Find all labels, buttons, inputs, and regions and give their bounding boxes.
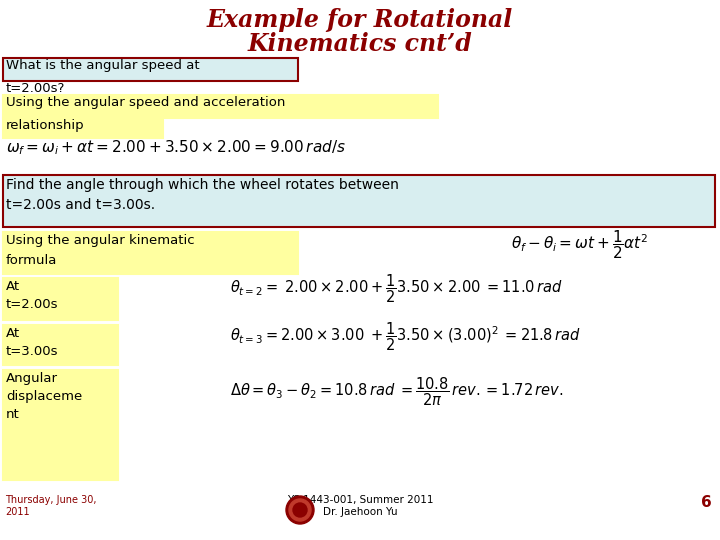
Text: Find the angle through which the wheel rotates between: Find the angle through which the wheel r… bbox=[6, 178, 399, 192]
Text: $\theta_{t=2}= \;2.00\times2.00+\dfrac{1}{2}3.50\times2.00\;=11.0\,rad$: $\theta_{t=2}= \;2.00\times2.00+\dfrac{1… bbox=[230, 272, 563, 305]
Text: At: At bbox=[6, 280, 20, 293]
Text: formula: formula bbox=[6, 254, 58, 267]
Text: Using the angular speed and acceleration: Using the angular speed and acceleration bbox=[6, 96, 285, 109]
Text: Angular: Angular bbox=[6, 372, 58, 385]
Text: Using the angular kinematic: Using the angular kinematic bbox=[6, 234, 194, 247]
Text: YS 1443-001, Summer 2011
Dr. Jaehoon Yu: YS 1443-001, Summer 2011 Dr. Jaehoon Yu bbox=[287, 495, 433, 517]
FancyBboxPatch shape bbox=[3, 278, 118, 320]
Circle shape bbox=[289, 499, 311, 521]
Text: Thursday, June 30,
2011: Thursday, June 30, 2011 bbox=[5, 495, 96, 517]
Text: displaceme: displaceme bbox=[6, 390, 82, 403]
Circle shape bbox=[293, 503, 307, 517]
Text: relationship: relationship bbox=[6, 119, 85, 132]
Text: t=2.00s?: t=2.00s? bbox=[6, 82, 66, 95]
Text: t=3.00s: t=3.00s bbox=[6, 345, 58, 358]
FancyBboxPatch shape bbox=[3, 118, 163, 138]
Text: t=2.00s: t=2.00s bbox=[6, 298, 58, 311]
Text: $\theta_f-\theta_i=\omega t+\dfrac{1}{2}\alpha t^2$: $\theta_f-\theta_i=\omega t+\dfrac{1}{2}… bbox=[511, 228, 649, 261]
Text: Kinematics cnt’d: Kinematics cnt’d bbox=[248, 32, 472, 56]
FancyBboxPatch shape bbox=[3, 58, 298, 81]
Text: $\omega_f = \omega_i + \alpha t$$ = 2.00+3.50\times2.00=9.00\,rad/s$: $\omega_f = \omega_i + \alpha t$$ = 2.00… bbox=[6, 138, 346, 157]
FancyBboxPatch shape bbox=[3, 325, 118, 365]
Text: 6: 6 bbox=[701, 495, 712, 510]
Circle shape bbox=[286, 496, 314, 524]
FancyBboxPatch shape bbox=[3, 95, 438, 118]
Text: Example for Rotational: Example for Rotational bbox=[207, 8, 513, 32]
Text: What is the angular speed at: What is the angular speed at bbox=[6, 59, 199, 72]
Text: $\theta_{t=3}=2.00\times3.00\;+\dfrac{1}{2}3.50\times(3.00)^2\;=21.8\,rad$: $\theta_{t=3}=2.00\times3.00\;+\dfrac{1}… bbox=[230, 320, 581, 353]
Text: $\Delta\theta=\theta_3-\theta_2=10.8\,rad\;=\dfrac{10.8}{2\pi}\,rev.=1.72\,rev.$: $\Delta\theta=\theta_3-\theta_2=10.8\,ra… bbox=[230, 375, 564, 408]
FancyBboxPatch shape bbox=[3, 370, 118, 480]
FancyBboxPatch shape bbox=[3, 232, 298, 274]
FancyBboxPatch shape bbox=[3, 175, 715, 227]
Text: nt: nt bbox=[6, 408, 19, 421]
Text: t=2.00s and t=3.00s.: t=2.00s and t=3.00s. bbox=[6, 198, 155, 212]
Text: At: At bbox=[6, 327, 20, 340]
